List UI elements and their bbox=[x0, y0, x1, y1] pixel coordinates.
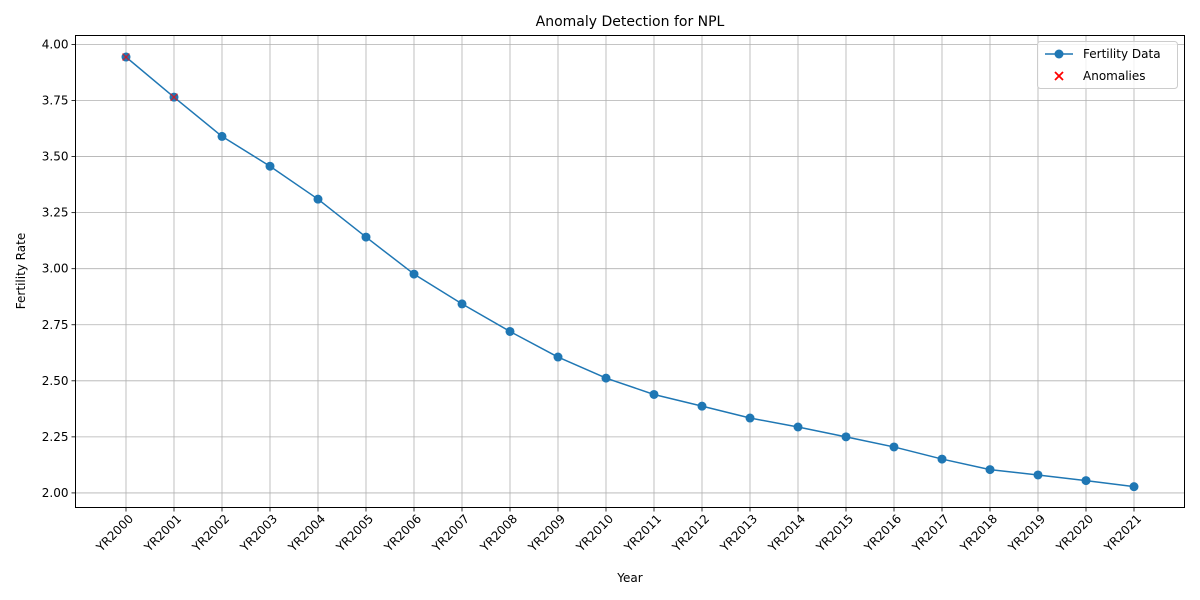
x-tick-label: YR2019 bbox=[1005, 512, 1048, 555]
anomaly-layer bbox=[121, 52, 179, 102]
data-point bbox=[1129, 482, 1139, 492]
x-tick-label: YR2020 bbox=[1053, 512, 1096, 555]
data-point bbox=[1081, 476, 1091, 486]
data-point bbox=[313, 194, 323, 204]
data-point bbox=[793, 422, 803, 432]
data-point bbox=[649, 389, 659, 399]
x-tick-label: YR2001 bbox=[141, 512, 184, 555]
x-axis-label: Year bbox=[616, 571, 642, 585]
data-point bbox=[841, 432, 851, 442]
legend-x-stroke bbox=[1054, 71, 1064, 81]
legend-label-anomalies: Anomalies bbox=[1083, 69, 1146, 83]
x-tick-label: YR2002 bbox=[189, 512, 232, 555]
y-tick-label: 2.75 bbox=[42, 318, 69, 332]
y-tick-label: 2.25 bbox=[42, 430, 69, 444]
x-tick-label: YR2009 bbox=[525, 512, 568, 555]
x-tick-label: YR2008 bbox=[477, 512, 520, 555]
x-tick-label: YR2011 bbox=[621, 512, 664, 555]
x-tick-label: YR2014 bbox=[765, 512, 808, 555]
data-point bbox=[217, 131, 227, 141]
x-axis: YR2000 YR2001 YR2002 YR2003 YR2004 YR2005 YR20… bbox=[93, 507, 1144, 555]
x-tick-label: YR2007 bbox=[429, 512, 472, 555]
x-tick-label: YR2004 bbox=[285, 512, 328, 555]
data-point bbox=[697, 401, 707, 411]
grid bbox=[75, 35, 1185, 508]
data-point bbox=[985, 465, 995, 475]
y-tick-label: 2.00 bbox=[42, 486, 69, 500]
data-point bbox=[361, 232, 371, 242]
anomaly-stroke bbox=[169, 93, 179, 102]
data-point bbox=[1033, 470, 1043, 480]
x-tick-label: YR2012 bbox=[669, 512, 712, 555]
anomaly-marker bbox=[121, 52, 131, 62]
y-axis: 2.00 2.25 2.50 2.75 3.00 3.25 3.50 3.75 4.00 bbox=[42, 37, 76, 500]
y-tick-label: 4.00 bbox=[42, 37, 69, 51]
series-line bbox=[125, 56, 1135, 488]
data-point bbox=[745, 413, 755, 423]
anomaly-stroke bbox=[121, 52, 131, 62]
x-tick-label: YR2021 bbox=[1101, 512, 1144, 555]
data-point bbox=[457, 299, 467, 309]
x-tick-label: YR2010 bbox=[573, 512, 616, 555]
x-tick-label: YR2013 bbox=[717, 512, 760, 555]
data-point bbox=[937, 454, 947, 464]
x-tick-label: YR2006 bbox=[381, 512, 424, 555]
legend-marker-swatch bbox=[1054, 49, 1064, 59]
data-point bbox=[553, 352, 563, 362]
y-tick-label: 2.50 bbox=[42, 374, 69, 388]
plot-frame bbox=[75, 35, 1185, 508]
data-point bbox=[505, 326, 515, 336]
legend-anomaly-swatch bbox=[1054, 71, 1064, 81]
legend-label-fertility: Fertility Data bbox=[1083, 47, 1161, 61]
x-tick-label: YR2016 bbox=[861, 512, 904, 555]
y-tick-label: 3.25 bbox=[42, 206, 69, 220]
chart-title: Anomaly Detection for NPL bbox=[536, 14, 725, 30]
data-point bbox=[601, 373, 611, 383]
series-layer bbox=[121, 52, 1139, 492]
x-tick-label: YR2000 bbox=[93, 512, 136, 555]
x-tick-label: YR2018 bbox=[957, 512, 1000, 555]
x-tick-label: YR2005 bbox=[333, 512, 376, 555]
y-tick-label: 3.50 bbox=[42, 150, 69, 164]
y-axis-label: Fertility Rate bbox=[14, 233, 28, 309]
y-tick-label: 3.00 bbox=[42, 262, 69, 276]
data-point bbox=[409, 269, 419, 279]
data-point bbox=[265, 161, 275, 171]
y-tick-label: 3.75 bbox=[42, 94, 69, 108]
legend: Fertility Data Anomalies bbox=[1037, 41, 1178, 89]
x-tick-label: YR2015 bbox=[813, 512, 856, 555]
x-tick-label: YR2003 bbox=[237, 512, 280, 555]
x-tick-label: YR2017 bbox=[909, 512, 952, 555]
anomaly-marker bbox=[169, 93, 179, 102]
data-point bbox=[889, 442, 899, 452]
